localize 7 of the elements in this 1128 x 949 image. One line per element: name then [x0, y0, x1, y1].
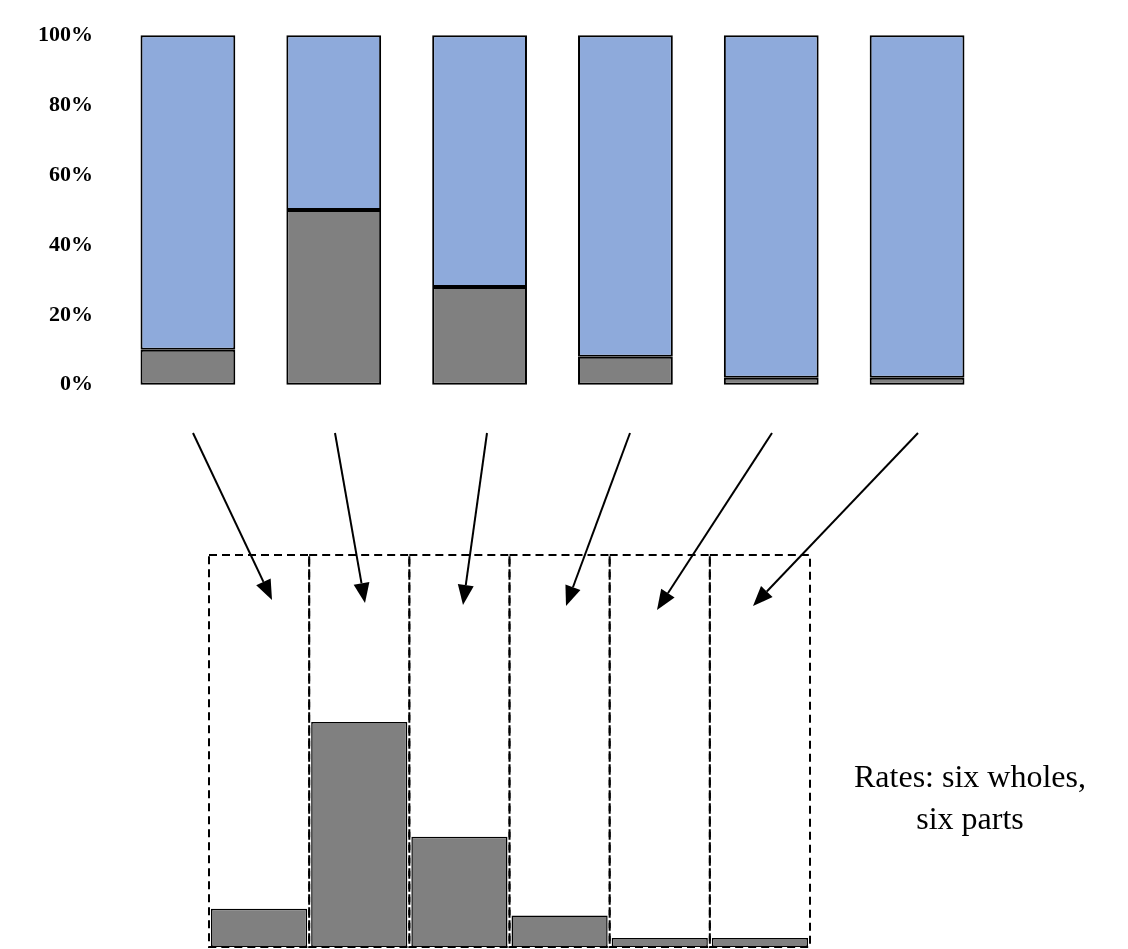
y-tick-label: 60%: [49, 160, 93, 186]
y-tick-label: 20%: [49, 300, 93, 326]
y-tick-label: 40%: [49, 230, 93, 256]
y-tick-label: 100%: [38, 20, 93, 46]
text: Rates: six wholes, six parts: [853, 757, 1087, 838]
y-tick-label: 0%: [60, 370, 93, 396]
y-tick-label: 80%: [49, 90, 93, 116]
